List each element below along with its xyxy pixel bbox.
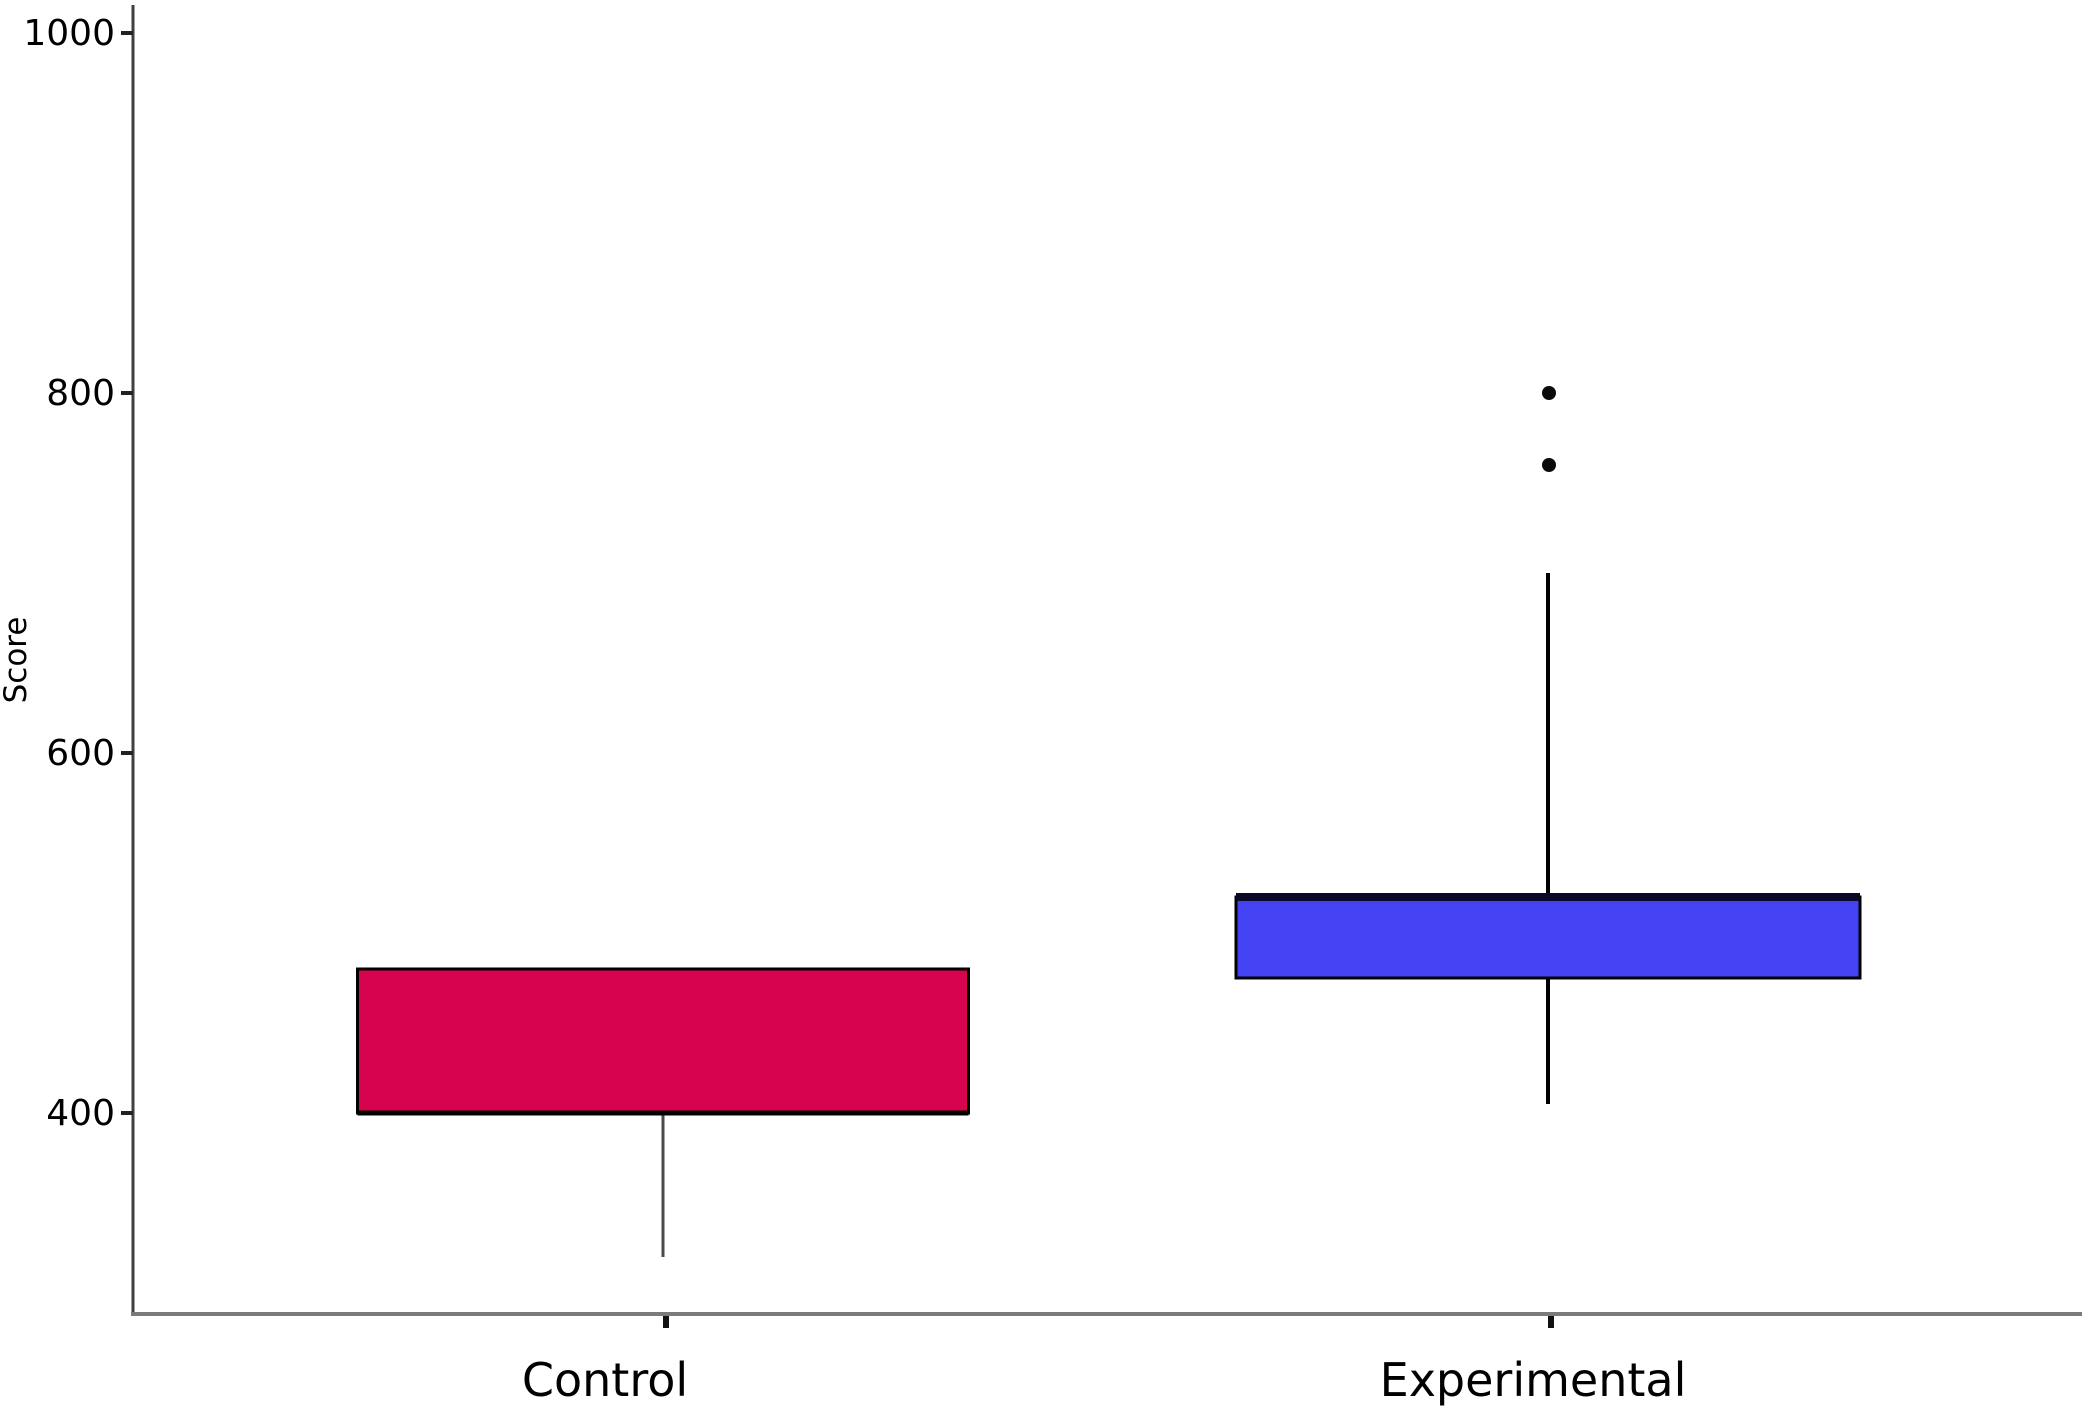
- y-tick-label: 400: [46, 1093, 115, 1134]
- x-axis-label: Control: [522, 1353, 688, 1407]
- box-experimental: [1234, 895, 1862, 980]
- outlier-point: [1542, 458, 1556, 472]
- y-tick-label: 1000: [23, 13, 115, 54]
- y-tick-label: 800: [46, 373, 115, 414]
- x-axis-label: Experimental: [1380, 1353, 1687, 1407]
- box-control: [356, 967, 970, 1115]
- outlier-point: [1542, 386, 1556, 400]
- y-axis-title: Score: [0, 617, 34, 704]
- y-tick-label: 600: [46, 733, 115, 774]
